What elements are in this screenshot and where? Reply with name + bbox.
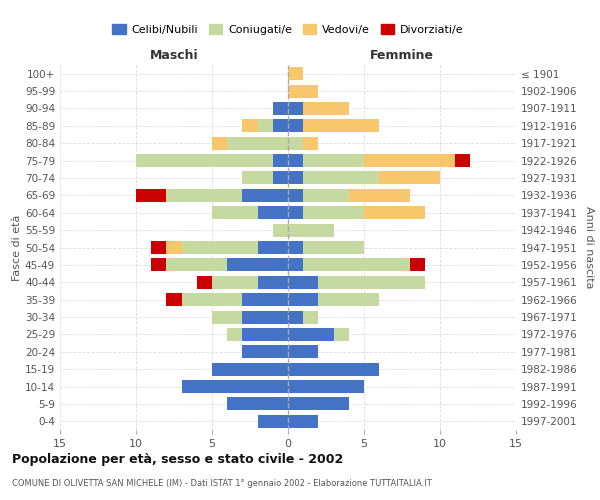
Bar [288,362,379,376]
Bar [257,415,288,428]
Bar [288,328,334,341]
Bar [257,241,288,254]
Bar [364,154,455,167]
Bar [227,398,288,410]
Bar [288,258,303,272]
Bar [227,136,288,149]
Bar [182,380,288,393]
Bar [273,120,288,132]
Bar [257,206,288,220]
Bar [166,258,227,272]
Bar [197,276,212,289]
Bar [288,84,319,98]
Bar [212,206,257,220]
Bar [303,241,364,254]
Text: Popolazione per età, sesso e stato civile - 2002: Popolazione per età, sesso e stato civil… [12,452,343,466]
Bar [455,154,470,167]
Bar [273,154,288,167]
Bar [288,346,319,358]
Bar [349,189,410,202]
Bar [303,102,349,115]
Bar [151,241,166,254]
Bar [288,293,319,306]
Bar [303,258,410,272]
Bar [288,276,319,289]
Y-axis label: Anni di nascita: Anni di nascita [584,206,594,289]
Bar [242,328,288,341]
Bar [273,172,288,184]
Bar [182,293,242,306]
Bar [303,172,379,184]
Bar [379,172,440,184]
Bar [242,120,257,132]
Bar [212,310,242,324]
Bar [288,398,349,410]
Bar [288,154,303,167]
Bar [303,206,364,220]
Bar [166,293,182,306]
Bar [273,102,288,115]
Bar [410,258,425,272]
Bar [319,293,379,306]
Legend: Celibi/Nubili, Coniugati/e, Vedovi/e, Divorziati/e: Celibi/Nubili, Coniugati/e, Vedovi/e, Di… [108,20,468,39]
Bar [242,172,273,184]
Bar [136,189,166,202]
Bar [212,362,288,376]
Bar [242,293,288,306]
Text: Femmine: Femmine [370,50,434,62]
Bar [288,415,319,428]
Bar [288,189,303,202]
Bar [303,310,319,324]
Bar [303,120,379,132]
Bar [166,241,182,254]
Bar [288,172,303,184]
Bar [166,189,242,202]
Bar [288,241,303,254]
Bar [334,328,349,341]
Text: COMUNE DI OLIVETTA SAN MICHELE (IM) - Dati ISTAT 1° gennaio 2002 - Elaborazione : COMUNE DI OLIVETTA SAN MICHELE (IM) - Da… [12,479,432,488]
Bar [182,241,257,254]
Bar [212,136,227,149]
Bar [212,276,257,289]
Text: Maschi: Maschi [149,50,199,62]
Bar [273,224,288,236]
Bar [227,258,288,272]
Y-axis label: Fasce di età: Fasce di età [12,214,22,280]
Bar [242,189,288,202]
Bar [303,189,349,202]
Bar [319,276,425,289]
Bar [136,154,273,167]
Bar [288,310,303,324]
Bar [364,206,425,220]
Bar [288,102,303,115]
Bar [288,206,303,220]
Bar [288,380,364,393]
Bar [257,276,288,289]
Bar [303,136,319,149]
Bar [288,67,303,80]
Bar [242,310,288,324]
Bar [257,120,273,132]
Bar [151,258,166,272]
Bar [288,120,303,132]
Bar [288,136,303,149]
Bar [288,224,334,236]
Bar [242,346,288,358]
Bar [303,154,364,167]
Bar [227,328,242,341]
